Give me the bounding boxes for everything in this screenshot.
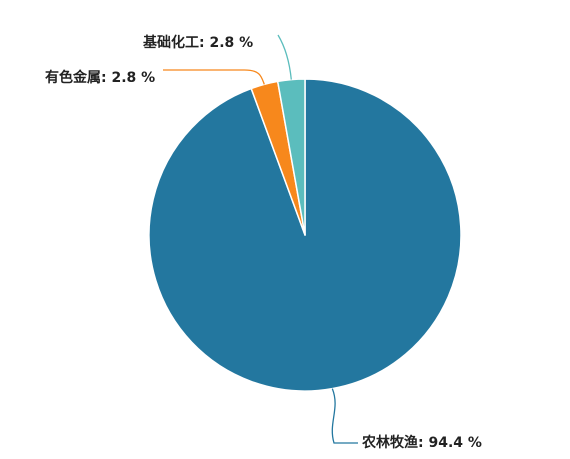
labels-layer: 农林牧渔: 94.4 %有色金属: 2.8 %基础化工: 2.8 %: [45, 34, 482, 451]
slice-label-separator: :: [101, 70, 111, 86]
slice-label-value: 2.8 %: [111, 70, 155, 86]
slice-label-separator: :: [418, 435, 428, 451]
slice-label-name: 基础化工: [143, 34, 199, 51]
slices-layer: [148, 78, 462, 392]
leader-line-1: [331, 388, 358, 444]
slice-label-separator: :: [199, 35, 209, 51]
slice-label-name: 农林牧渔: [361, 434, 418, 451]
slice-label-name: 有色金属: [45, 69, 101, 86]
slice-label-value: 2.8 %: [209, 35, 253, 51]
slice-label-1: 农林牧渔: 94.4 %: [361, 434, 482, 451]
leader-line-3: [277, 34, 292, 80]
slice-label-2: 有色金属: 2.8 %: [45, 69, 155, 86]
leader-line-2: [163, 69, 265, 85]
slice-label-value: 94.4 %: [428, 435, 481, 451]
slice-label-3: 基础化工: 2.8 %: [143, 34, 253, 51]
leader-lines-layer: [163, 34, 358, 444]
